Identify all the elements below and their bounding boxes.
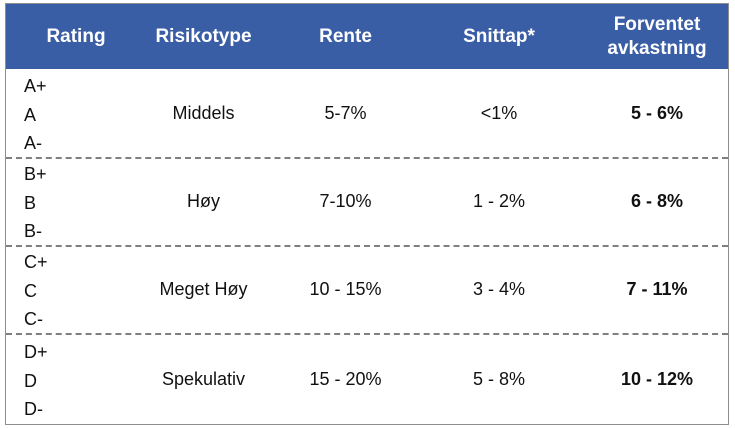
rating-list: C+ C C- (24, 248, 84, 334)
table-header: Rating Risikotype Rente Snittap* Forvent… (6, 4, 728, 69)
risk-type-cell: Middels (146, 69, 261, 157)
rating-value: C- (24, 305, 84, 334)
table-row: D+ D D- Spekulativ 15 - 20% 5 - 8% 10 - … (6, 335, 728, 423)
expected-return-cell: 5 - 6% (586, 69, 728, 157)
table-row: A+ A A- Middels 5-7% <1% 5 - 6% (6, 69, 728, 159)
rating-value: B+ (24, 160, 84, 189)
header-expected-return-line2: avkastning (607, 37, 706, 61)
rate-cell: 15 - 20% (268, 335, 423, 423)
header-rate: Rente (268, 4, 423, 69)
rating-value: A+ (24, 72, 84, 101)
rating-list: A+ A A- (24, 72, 84, 158)
header-rating: Rating (6, 4, 146, 69)
header-risk-type: Risikotype (146, 4, 261, 69)
expected-return-cell: 6 - 8% (586, 157, 728, 245)
risk-type-cell: Høy (146, 157, 261, 245)
header-expected-return-line1: Forventet (607, 13, 706, 37)
risk-type-cell: Spekulativ (146, 335, 261, 423)
table-row: B+ B B- Høy 7-10% 1 - 2% 6 - 8% (6, 157, 728, 247)
risk-type-cell: Meget Høy (146, 245, 261, 333)
rating-value: D- (24, 395, 84, 424)
avg-loss-cell: 1 - 2% (424, 157, 574, 245)
expected-return-cell: 7 - 11% (586, 245, 728, 333)
rate-cell: 7-10% (268, 157, 423, 245)
rate-cell: 10 - 15% (268, 245, 423, 333)
rating-value: D+ (24, 338, 84, 367)
rate-cell: 5-7% (268, 69, 423, 157)
rating-value: B (24, 189, 84, 218)
rating-value: A- (24, 129, 84, 158)
avg-loss-cell: 3 - 4% (424, 245, 574, 333)
header-avg-loss: Snittap* (424, 4, 574, 69)
rating-value: C+ (24, 248, 84, 277)
rating-list: D+ D D- (24, 338, 84, 424)
avg-loss-cell: <1% (424, 69, 574, 157)
rating-value: A (24, 101, 84, 130)
avg-loss-cell: 5 - 8% (424, 335, 574, 423)
header-expected-return: Forventet avkastning (586, 4, 728, 69)
rating-value: B- (24, 217, 84, 246)
rating-value: C (24, 277, 84, 306)
rating-list: B+ B B- (24, 160, 84, 246)
rating-value: D (24, 367, 84, 396)
rating-table: Rating Risikotype Rente Snittap* Forvent… (5, 3, 729, 425)
expected-return-cell: 10 - 12% (586, 335, 728, 423)
table-row: C+ C C- Meget Høy 10 - 15% 3 - 4% 7 - 11… (6, 245, 728, 335)
